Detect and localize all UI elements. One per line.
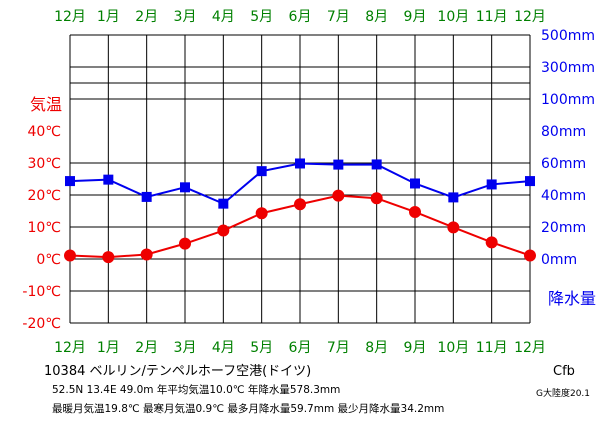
month-label-bottom: 6月 bbox=[289, 340, 312, 356]
month-label-bottom: 2月 bbox=[135, 340, 158, 356]
month-label-bottom: 5月 bbox=[250, 340, 273, 356]
month-label-top: 3月 bbox=[174, 9, 197, 25]
temperature-point bbox=[255, 207, 268, 220]
precipitation-point bbox=[525, 176, 535, 187]
month-label-top: 8月 bbox=[365, 9, 388, 25]
month-label-top: 1月 bbox=[97, 9, 120, 25]
month-label-top: 7月 bbox=[327, 9, 350, 25]
precipitation-point bbox=[65, 176, 75, 187]
month-label-top: 10月 bbox=[437, 9, 469, 25]
precipitation-axis-title: 降水量 bbox=[548, 289, 596, 308]
precipitation-tick-label: 300mm bbox=[541, 60, 595, 76]
month-label-top: 6月 bbox=[289, 9, 312, 25]
month-label-bottom: 9月 bbox=[404, 340, 427, 356]
month-label-top: 2月 bbox=[135, 9, 158, 25]
precipitation-point bbox=[103, 174, 114, 185]
station-summary-line1: 52.5N 13.4E 49.0m 年平均気温10.0℃ 年降水量578.3mm bbox=[52, 384, 341, 396]
precipitation-point bbox=[256, 166, 267, 177]
temperature-point bbox=[485, 236, 498, 249]
temperature-point bbox=[217, 224, 230, 237]
month-label-top: 4月 bbox=[212, 9, 235, 25]
precipitation-point bbox=[410, 178, 420, 189]
temperature-point bbox=[179, 237, 191, 250]
temperature-point bbox=[524, 249, 536, 262]
month-label-top: 12月 bbox=[54, 9, 86, 25]
temperature-point bbox=[294, 198, 306, 211]
precipitation-tick-label: 500mm bbox=[541, 28, 595, 44]
precipitation-point bbox=[448, 192, 459, 203]
temperature-tick-label: 10℃ bbox=[27, 220, 61, 236]
precipitation-tick-label: 40mm bbox=[541, 188, 586, 204]
temperature-tick-label: 30℃ bbox=[27, 156, 61, 172]
continentality-note: G大陸度20.1 bbox=[536, 389, 591, 399]
temperature-tick-label: -20℃ bbox=[22, 316, 61, 332]
precipitation-tick-label: 0mm bbox=[541, 252, 577, 268]
temperature-tick-label: 0℃ bbox=[36, 252, 61, 268]
precipitation-point bbox=[141, 191, 152, 202]
month-label-bottom: 7月 bbox=[327, 340, 350, 356]
precipitation-point bbox=[371, 159, 382, 170]
month-label-bottom: 11月 bbox=[476, 340, 508, 356]
temperature-tick-label: 20℃ bbox=[27, 188, 61, 204]
month-label-top: 11月 bbox=[476, 9, 508, 25]
temperature-point bbox=[332, 189, 345, 202]
station-summary-line2: 最暖月気温19.8℃ 最寒月気温0.9℃ 最多月降水量59.7mm 最少月降水量… bbox=[52, 403, 445, 415]
climate-class-label: Cfb bbox=[553, 364, 575, 379]
month-label-bottom: 8月 bbox=[365, 340, 388, 356]
month-label-bottom: 10月 bbox=[437, 340, 469, 356]
precipitation-tick-label: 60mm bbox=[541, 156, 586, 172]
temperature-point bbox=[447, 221, 460, 234]
month-label-bottom: 4月 bbox=[212, 340, 235, 356]
month-label-top: 12月 bbox=[514, 9, 546, 25]
temperature-tick-label: -10℃ bbox=[22, 284, 61, 300]
station-id-name: 10384 ベルリン/テンペルホーフ空港(ドイツ) bbox=[44, 364, 312, 379]
temperature-point bbox=[102, 251, 115, 264]
temperature-point bbox=[140, 248, 153, 261]
month-label-top: 9月 bbox=[404, 9, 427, 25]
temperature-point bbox=[64, 249, 76, 262]
precipitation-point bbox=[333, 159, 344, 170]
precipitation-tick-label: 100mm bbox=[541, 92, 595, 108]
month-label-bottom: 12月 bbox=[514, 340, 546, 356]
month-label-bottom: 3月 bbox=[174, 340, 197, 356]
temperature-axis-title: 気温 bbox=[30, 95, 62, 114]
precipitation-point bbox=[486, 179, 497, 190]
month-label-bottom: 12月 bbox=[54, 340, 86, 356]
temperature-point bbox=[409, 205, 421, 218]
precipitation-tick-label: 80mm bbox=[541, 124, 586, 140]
month-label-top: 5月 bbox=[250, 9, 273, 25]
precipitation-point bbox=[180, 182, 190, 193]
precipitation-point bbox=[295, 158, 305, 169]
temperature-tick-label: 40℃ bbox=[27, 124, 61, 140]
precipitation-tick-label: 20mm bbox=[541, 220, 586, 236]
month-label-bottom: 1月 bbox=[97, 340, 120, 356]
temperature-point bbox=[370, 192, 383, 205]
precipitation-point bbox=[218, 198, 229, 209]
